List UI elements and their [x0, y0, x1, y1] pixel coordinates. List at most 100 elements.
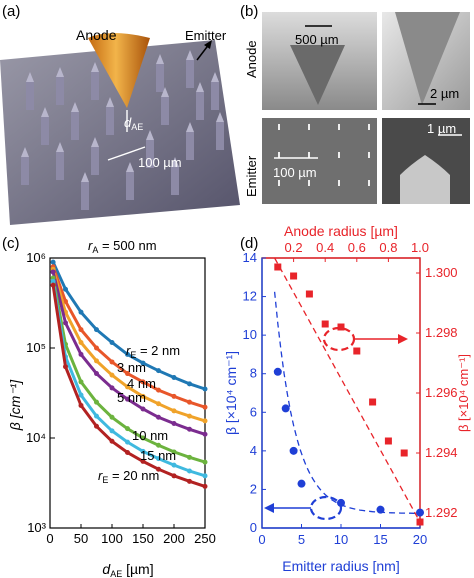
emitter-pillar-tip	[171, 157, 179, 167]
panel-b-label: (b)	[240, 3, 258, 20]
emitter-data-point	[281, 404, 290, 413]
y-tick-label: 10⁴	[26, 430, 46, 445]
emitter-dot	[338, 152, 340, 158]
y-right-tick-label: 1.296	[425, 385, 458, 400]
panel-d: (d) 0 5 10 15 20 0 2 4 6 8 10 12 14 0.2 0.4 0.6 0.8 1.0 1.…	[223, 223, 471, 574]
emitter-pillar	[171, 167, 179, 195]
anode-data-point	[400, 449, 408, 457]
emitter-dot	[368, 152, 370, 158]
y-left-tick-label: 8	[250, 366, 257, 381]
data-point	[140, 379, 146, 385]
data-point	[171, 449, 177, 455]
emitter-pillar-tip	[56, 142, 64, 152]
emitter-pillar-tip	[41, 107, 49, 117]
emitter-pillar	[146, 140, 154, 168]
y-left-tick-label: 0	[250, 520, 257, 535]
data-point	[156, 368, 161, 374]
y-tick-label: 10⁶	[26, 250, 46, 265]
emitter-dot	[368, 124, 370, 130]
emitter-indicator-arrowhead	[264, 503, 274, 513]
anode-data-point	[274, 263, 282, 271]
emitter-pillar	[186, 132, 194, 160]
panel-a: (a) Anode Emitter dAE 100 µm	[0, 3, 240, 225]
plot-d-ticks: 0 5 10 15 20 0 2 4 6 8 10 12 14 0.2 0.4 0.6 0.8 1.0 1.292 1…	[243, 240, 458, 547]
emitter-pillar-tip	[91, 137, 99, 147]
data-point	[125, 439, 130, 445]
x-tick-label: 200	[163, 531, 185, 546]
data-point	[78, 309, 84, 315]
x2-tick-label: 0.6	[348, 240, 366, 255]
emitter-side-label: Emitter	[244, 155, 259, 197]
data-point	[140, 406, 146, 412]
emitter-data-point	[376, 505, 385, 514]
anode-data-point	[353, 347, 361, 355]
plot-d-xlabel: Emitter radius [nm]	[282, 558, 399, 574]
data-point	[140, 393, 146, 399]
data-point	[109, 428, 115, 434]
data-point	[109, 438, 115, 444]
emitter-pillar	[106, 107, 114, 135]
emitter-pillar-tip	[186, 122, 194, 132]
emitter-pillar	[56, 77, 64, 105]
emitter-pillar	[186, 60, 194, 88]
series-label: 4 nm	[127, 376, 156, 391]
sem-anode-tip-high	[395, 12, 460, 105]
data-point	[94, 399, 99, 405]
emitter-pillar-tip	[156, 54, 164, 64]
data-point	[125, 426, 130, 432]
emitter-dot	[338, 124, 340, 130]
y-right-tick-label: 1.294	[425, 445, 458, 460]
emitter-pillar-tip	[196, 82, 204, 92]
emitter-pillar	[71, 112, 79, 140]
y-right-tick-label: 1.300	[425, 265, 458, 280]
data-point	[78, 379, 84, 385]
dae-label: dAE	[124, 115, 143, 132]
data-point	[171, 393, 177, 399]
data-point	[171, 420, 177, 426]
data-point	[140, 448, 146, 454]
anode-data-point	[384, 437, 392, 445]
panel-c: (c) rA = 500 nm 0 50 100 150 200 250 10³ 10⁴ 10⁵…	[2, 235, 216, 578]
emitter-pillar-tip	[211, 72, 219, 82]
x-tick-label: 0	[46, 531, 53, 546]
panel-b: (b) 500 µm 2 µm Anode Emitter 100 µm 1 µ…	[240, 3, 470, 204]
y-left-tick-label: 10	[243, 327, 257, 342]
data-point	[109, 414, 115, 420]
data-point	[187, 426, 192, 432]
emitter-pillar-tip	[106, 97, 114, 107]
emitter-pillar	[81, 182, 89, 210]
x2-tick-label: 1.0	[411, 240, 429, 255]
scale-label-a: 100 µm	[138, 155, 182, 170]
data-point	[94, 345, 99, 351]
emitter-pillar-tip	[146, 130, 154, 140]
emitter-pillar	[156, 64, 164, 92]
emitter-dot	[368, 180, 370, 186]
emitter-pillar	[21, 157, 29, 185]
y-tick-label: 10³	[27, 520, 46, 535]
emitter-pillar-tip	[56, 67, 64, 77]
emitter-dot	[278, 124, 280, 130]
data-point	[125, 396, 130, 402]
emitter-dot	[278, 152, 280, 158]
data-point	[187, 413, 192, 419]
series-label: 3 nm	[117, 360, 146, 375]
plot-c-series	[50, 259, 208, 489]
emitter-dot	[308, 152, 310, 158]
x-tick-label: 15	[373, 532, 387, 547]
data-point	[187, 468, 192, 474]
y-left-tick-label: 2	[250, 481, 257, 496]
series-label: rE = 20 nm	[98, 468, 159, 485]
data-point	[202, 418, 208, 424]
emitter-pillar	[211, 82, 219, 110]
emitter-pillar-tip	[71, 102, 79, 112]
emitter-pillar-tip	[216, 112, 224, 122]
data-point	[125, 384, 130, 390]
emitter-pillar	[126, 172, 134, 200]
data-point	[109, 340, 115, 346]
emitter-dot	[308, 180, 310, 186]
emitter-data-point	[297, 479, 306, 488]
emitter-data-point	[289, 446, 298, 455]
data-point	[50, 282, 56, 288]
data-point	[202, 404, 208, 410]
data-point	[171, 473, 177, 479]
